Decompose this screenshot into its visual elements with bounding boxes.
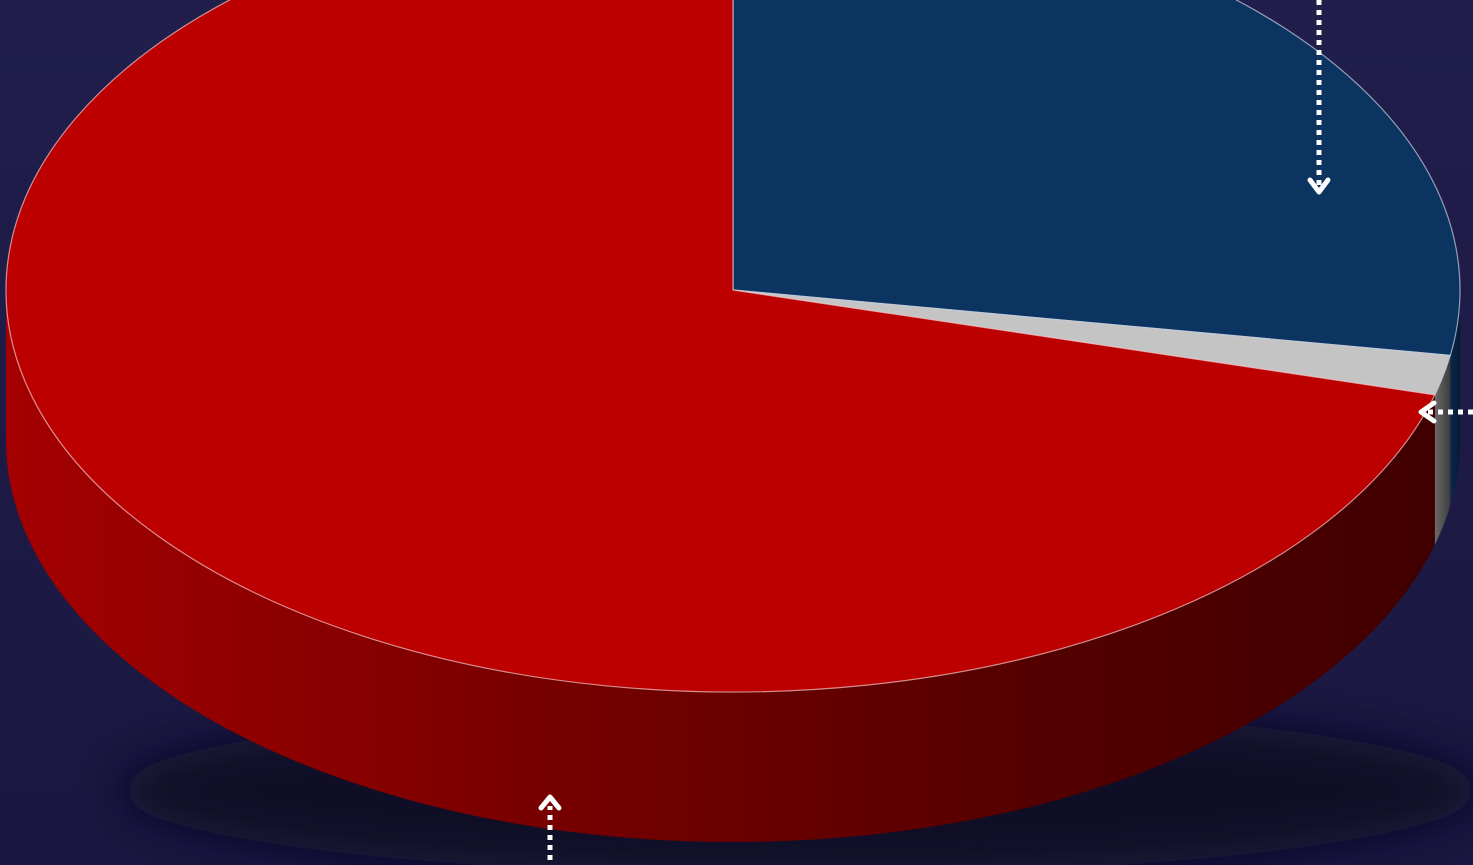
pie-slice-side-2 (1434, 355, 1451, 545)
callout-arrow-grey (1418, 400, 1473, 424)
pie-slice-1 (732, 0, 1461, 357)
pie-slice-side-3 (6, 290, 1435, 842)
pie-slice-side-1 (1450, 290, 1460, 506)
callout-arrow-blue (1307, 0, 1331, 195)
pie-tops (5, 0, 1461, 693)
callout-arrow-red (538, 794, 562, 860)
pie-sides (6, 290, 1460, 842)
callout-arrows (538, 0, 1473, 860)
pie-slice-3 (5, 0, 1436, 693)
